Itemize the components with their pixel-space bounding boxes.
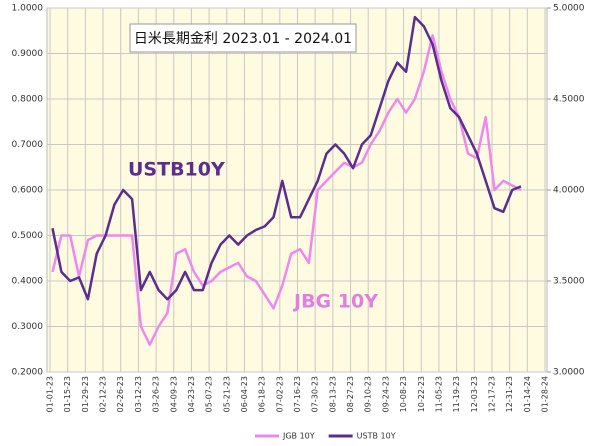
y2-tick-label: 4.5000	[553, 95, 585, 105]
y-tick-label: 0.6000	[12, 186, 44, 196]
x-tick-label: 08-13-23	[328, 376, 337, 412]
y-tick-label: 0.8000	[12, 95, 44, 105]
x-tick-label: 10-08-23	[399, 376, 408, 412]
y-tick-label: 0.2000	[12, 368, 44, 378]
y-tick-label: 0.5000	[12, 231, 44, 241]
y-tick-label: 0.4000	[12, 277, 44, 287]
annotation: JBG 10Y	[292, 291, 378, 313]
x-tick-label: 05-21-23	[222, 376, 231, 412]
x-tick-label: 07-02-23	[275, 376, 284, 412]
y2-tick-label: 3.5000	[553, 277, 585, 287]
x-tick-label: 06-18-23	[258, 376, 267, 412]
chart-title: 日米長期金利 2023.01 - 2024.01	[134, 31, 352, 47]
x-tick-label: 05-07-23	[205, 376, 214, 412]
x-tick-label: 03-26-23	[152, 376, 161, 412]
x-tick-label: 01-29-23	[81, 376, 90, 412]
legend-label: JGB 10Y	[282, 432, 315, 441]
y-tick-label: 0.3000	[12, 322, 44, 332]
x-tick-label: 02-26-23	[116, 376, 125, 412]
x-tick-label: 12-31-23	[505, 376, 514, 412]
x-tick-label: 11-05-23	[434, 376, 443, 412]
x-tick-label: 07-16-23	[293, 376, 302, 412]
x-tick-label: 09-10-23	[364, 376, 373, 412]
x-tick-label: 02-12-23	[99, 376, 108, 412]
y2-tick-label: 5.0000	[553, 4, 585, 14]
x-tick-label: 06-04-23	[240, 376, 249, 412]
annotation: USTB10Y	[128, 159, 225, 181]
y-tick-label: 0.9000	[12, 49, 44, 59]
x-tick-label: 08-27-23	[346, 376, 355, 412]
x-tick-label: 10-22-23	[417, 376, 426, 412]
legend-label: USTB 10Y	[357, 432, 396, 441]
x-tick-label: 01-01-23	[46, 376, 55, 412]
x-tick-label: 09-24-23	[381, 376, 390, 412]
y-tick-label: 1.0000	[12, 4, 44, 14]
x-tick-label: 12-17-23	[487, 376, 496, 412]
y2-tick-label: 3.0000	[553, 368, 585, 378]
x-tick-label: 01-28-24	[541, 376, 550, 412]
series-line	[51, 34, 522, 346]
x-tick-label: 01-15-23	[63, 376, 72, 412]
title-box	[129, 23, 357, 53]
y-tick-label: 0.7000	[12, 140, 44, 150]
x-tick-label: 01-14-24	[523, 376, 532, 412]
x-tick-label: 04-23-23	[187, 376, 196, 412]
series-line	[51, 15, 522, 301]
x-tick-label: 07-30-23	[311, 376, 320, 412]
x-tick-label: 04-09-23	[169, 376, 178, 412]
x-tick-label: 12-03-23	[470, 376, 479, 412]
x-tick-label: 11-19-23	[452, 376, 461, 412]
x-tick-label: 03-12-23	[134, 376, 143, 412]
y2-tick-label: 4.0000	[553, 186, 585, 196]
